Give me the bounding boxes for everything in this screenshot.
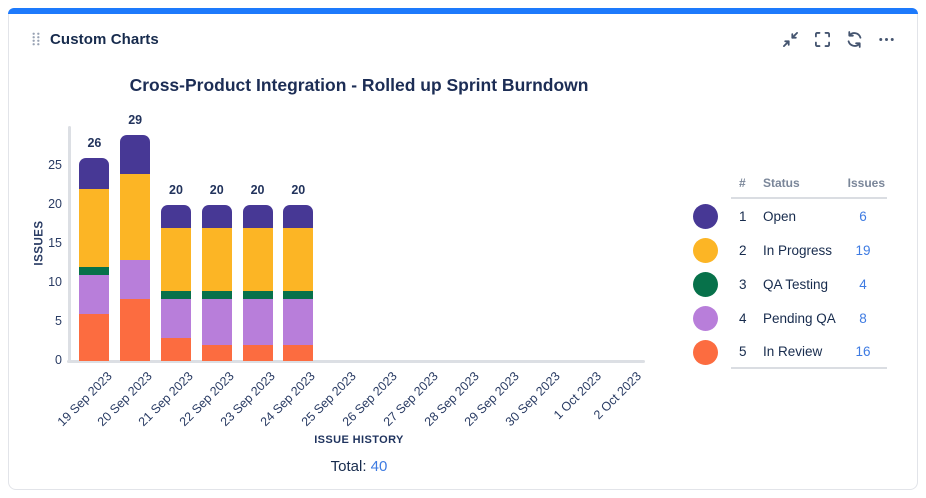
bar-segment-in-review[interactable] (242, 345, 273, 361)
total-label: Total: (330, 458, 367, 475)
fullscreen-icon[interactable] (813, 30, 831, 48)
legend-row-in-review[interactable]: 5 In Review 16 (693, 335, 887, 369)
custom-charts-widget: Custom Charts (8, 8, 918, 490)
legend-status-label: Open (763, 208, 797, 224)
bar-segment-open[interactable] (283, 205, 314, 229)
bar-total-label: 20 (209, 183, 224, 197)
chart-total: Total: 40 (29, 458, 689, 475)
legend-issues-link[interactable]: 19 (855, 242, 871, 258)
refresh-icon[interactable] (845, 30, 863, 48)
bar-segment-pending-qa[interactable] (120, 259, 151, 299)
legend-header-row: # Status Issues (693, 169, 887, 199)
bar-segment-open[interactable] (120, 134, 151, 174)
legend-rank: 4 (739, 310, 747, 326)
legend-col-status: Status (763, 176, 800, 190)
bar-total-label: 20 (250, 183, 265, 197)
legend-status-label: In Progress (763, 242, 833, 258)
bar-segment-pending-qa[interactable] (201, 298, 232, 346)
legend-col-issues: Issues (847, 176, 885, 190)
bar-segment-in-review[interactable] (120, 298, 151, 361)
y-tick-label: 10 (48, 275, 62, 289)
bar-segment-pending-qa[interactable] (283, 298, 314, 346)
legend-rank: 1 (739, 208, 747, 224)
legend-issues-link[interactable]: 6 (859, 208, 867, 224)
y-axis-line (68, 126, 71, 362)
bar-total-label: 20 (291, 183, 306, 197)
header-actions (781, 30, 895, 48)
bar-segment-in-progress[interactable] (160, 228, 191, 291)
bar-segment-qa-testing[interactable] (79, 267, 110, 276)
y-tick-label: 0 (55, 353, 62, 367)
collapse-icon[interactable] (781, 30, 799, 48)
legend-rank: 2 (739, 242, 747, 258)
widget-accent-bar (8, 8, 918, 14)
bar-segment-in-progress[interactable] (242, 228, 273, 291)
legend-row-pending-qa[interactable]: 4 Pending QA 8 (693, 301, 887, 335)
bar-segment-in-review[interactable] (283, 345, 314, 361)
legend-status-label: In Review (763, 343, 823, 359)
bar-segment-pending-qa[interactable] (242, 298, 273, 346)
x-axis-title: ISSUE HISTORY (314, 434, 404, 446)
bar-segment-in-review[interactable] (160, 337, 191, 361)
legend-row-open[interactable]: 1 Open 6 (693, 199, 887, 233)
chart-area: Cross-Product Integration - Rolled up Sp… (9, 9, 709, 491)
legend-table: # Status Issues 1 Open 6 2 In Progress 19 3 QA … (693, 169, 887, 369)
legend-rank: 3 (739, 276, 747, 292)
legend-rank: 5 (739, 343, 747, 359)
widget-title: Custom Charts (50, 30, 159, 48)
widget-header: Custom Charts (9, 23, 917, 55)
legend-issues-link[interactable]: 16 (855, 343, 871, 359)
bar-segment-in-progress[interactable] (283, 228, 314, 291)
status-color-dot (693, 237, 718, 263)
legend-issues-link[interactable]: 8 (859, 310, 867, 326)
y-tick-label: 5 (55, 314, 62, 328)
drag-handle-icon[interactable] (31, 32, 41, 46)
bar-segment-open[interactable] (242, 205, 273, 229)
legend-row-in-progress[interactable]: 2 In Progress 19 (693, 233, 887, 267)
status-color-dot (693, 203, 718, 229)
bar-segment-open[interactable] (79, 158, 110, 190)
legend-col-rank: # (739, 176, 746, 190)
chart-title: Cross-Product Integration - Rolled up Sp… (129, 75, 589, 95)
y-tick-label: 20 (48, 197, 62, 211)
total-value-link[interactable]: 40 (370, 458, 388, 475)
bar-segment-qa-testing[interactable] (242, 290, 273, 299)
bar-segment-qa-testing[interactable] (283, 290, 314, 299)
bar-segment-open[interactable] (160, 205, 191, 229)
bar-total-label: 26 (87, 136, 102, 151)
bar-segment-pending-qa[interactable] (160, 298, 191, 338)
bar-total-label: 29 (128, 112, 143, 127)
status-color-dot (693, 339, 718, 365)
bar-segment-qa-testing[interactable] (201, 290, 232, 299)
bar-segment-open[interactable] (201, 205, 232, 229)
ellipsis-icon[interactable] (877, 30, 895, 48)
legend-status-label: QA Testing (763, 276, 829, 292)
bar-total-label: 20 (169, 183, 183, 197)
bar-segment-in-progress[interactable] (79, 189, 110, 268)
bar-segment-qa-testing[interactable] (160, 290, 191, 299)
status-color-dot (693, 305, 718, 331)
legend-row-qa-testing[interactable]: 3 QA Testing 4 (693, 267, 887, 301)
legend-status-label: Pending QA (763, 310, 836, 326)
bar-segment-in-review[interactable] (79, 314, 110, 361)
status-color-dot (693, 271, 718, 297)
y-tick-label: 25 (48, 158, 62, 172)
bar-segment-in-review[interactable] (201, 345, 232, 361)
bar-segment-in-progress[interactable] (120, 173, 151, 260)
bar-segment-pending-qa[interactable] (79, 275, 110, 315)
y-tick-label: 15 (48, 236, 62, 250)
bar-segment-in-progress[interactable] (201, 228, 232, 291)
x-axis-line (67, 360, 645, 363)
legend-issues-link[interactable]: 4 (859, 276, 867, 292)
